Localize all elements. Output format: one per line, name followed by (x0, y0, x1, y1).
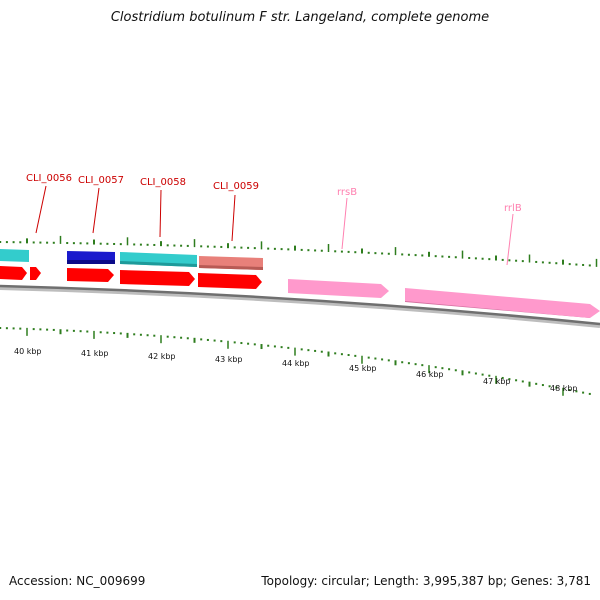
scale-label: 46 kbp (416, 370, 444, 379)
lower-tick-row (0, 327, 591, 396)
scale-label: 48 kbp (550, 384, 578, 393)
leader-rrlb (506, 213, 514, 266)
gene-label-cli-0056: CLI_0056 (26, 173, 72, 184)
cds-feature-row (0, 249, 263, 270)
gene-arrow-3[interactable] (67, 268, 114, 282)
cds-feature-cli-0058-shade (120, 261, 197, 267)
genome-backbone (0, 286, 600, 328)
map-title: Clostridium botulinum F str. Langeland, … (110, 10, 490, 25)
cds-feature-cli-0056[interactable] (0, 249, 29, 262)
genome-backbone-line (0, 284, 600, 326)
gene-label-cli-0057: CLI_0057 (78, 175, 124, 186)
scale-label: 47 kbp (483, 377, 511, 386)
gene-arrow-2[interactable] (30, 267, 41, 280)
gene-label-rrlb: rrlB (504, 203, 522, 214)
scale-labels: 40 kbp 41 kbp 42 kbp 43 kbp 44 kbp 45 kb… (14, 347, 578, 393)
scale-label: 43 kbp (215, 355, 243, 364)
gene-label-rrsb: rrsB (337, 187, 357, 198)
gene-label-cli-0058: CLI_0058 (140, 177, 186, 188)
scale-label: 44 kbp (282, 359, 310, 368)
scale-label: 42 kbp (148, 352, 176, 361)
gene-feature-row (0, 266, 600, 318)
leader-cli-0057 (92, 187, 100, 234)
scale-label: 41 kbp (81, 349, 109, 358)
rrna-arrow-rrsb[interactable] (288, 279, 389, 298)
gene-arrow-5[interactable] (198, 273, 262, 289)
leader-rrsb (341, 197, 348, 250)
accession-text: Accession: NC_009699 (9, 574, 146, 588)
scale-label: 45 kbp (349, 364, 377, 373)
leader-cli-0056 (35, 185, 47, 234)
label-leaders (35, 185, 514, 266)
gene-label-cli-0059: CLI_0059 (213, 181, 259, 192)
leader-cli-0058 (159, 189, 162, 238)
cds-feature-cli-0059-shade (199, 265, 263, 270)
leader-cli-0059 (231, 194, 236, 242)
gene-arrow-1[interactable] (0, 266, 27, 280)
genome-summary-text: Topology: circular; Length: 3,995,387 bp… (261, 574, 591, 588)
rrna-arrow-rrlb[interactable] (405, 288, 600, 318)
scale-label: 40 kbp (14, 347, 42, 356)
gene-arrow-4[interactable] (120, 270, 195, 286)
cds-feature-cli-0057-shade (67, 260, 115, 264)
upper-tick-row (0, 235, 598, 267)
gene-labels: CLI_0056 CLI_0057 CLI_0058 CLI_0059 rrsB… (26, 173, 522, 214)
